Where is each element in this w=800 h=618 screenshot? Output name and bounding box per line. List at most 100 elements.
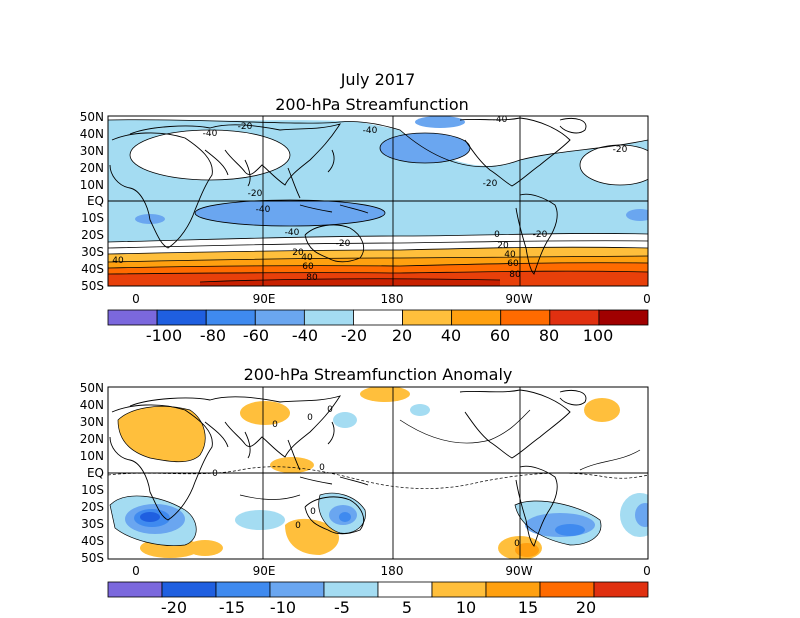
bottom-y-tick: EQ [87, 466, 104, 480]
top-contour-lines [108, 119, 648, 283]
contour-label: 0 [272, 420, 278, 430]
bottom-y-tick: 20S [81, 500, 104, 514]
bottom-x-tick: 0 [643, 564, 651, 578]
contour-label: 40 [112, 256, 124, 266]
top-y-tick: 20S [81, 228, 104, 242]
colorbar-swatch [451, 309, 502, 326]
colorbar-swatch [431, 581, 487, 598]
top-colorbar-label: 20 [392, 326, 412, 345]
top-colorbar-labels: -100 -80 -60 -40 -20 20 40 60 80 100 [146, 326, 613, 345]
contour-label: 0 [514, 539, 520, 549]
contour-label: 40 [504, 250, 516, 260]
top-x-tick: 0 [132, 292, 140, 306]
contour-label: -40 [493, 115, 508, 125]
bottom-colorbar-label: -15 [219, 598, 245, 617]
contour-label: -40 [285, 228, 300, 238]
colorbar-swatch [377, 581, 433, 598]
bottom-y-tick: 50N [80, 381, 104, 395]
colorbar-swatch [269, 581, 325, 598]
contour-label: -40 [203, 129, 218, 139]
contour-label: 0 [310, 507, 316, 517]
top-y-tick: 30S [81, 245, 104, 259]
bottom-y-tick: 30S [81, 517, 104, 531]
contour-label: 0 [212, 469, 218, 479]
top-x-tick-labels: 0 90E 180 90W 0 [132, 292, 651, 306]
top-y-tick: 40N [80, 127, 104, 141]
bottom-colorbar-label: -20 [161, 598, 187, 617]
top-panel-title: 200-hPa Streamfunction [275, 95, 469, 114]
bottom-y-tick-labels: 50N 40N 30N 20N 10N EQ 10S 20S 30S 40S 5… [80, 381, 104, 565]
contour-label: 80 [509, 270, 521, 280]
contour-label: 40 [301, 253, 313, 263]
top-y-tick-labels: 50N 40N 30N 20N 10N EQ 10S 20S 30S 40S 5… [80, 110, 104, 293]
contour-label: 0 [307, 413, 313, 423]
top-x-tick: 0 [643, 292, 651, 306]
top-colorbar [107, 309, 649, 326]
bottom-colorbar-label: 20 [576, 598, 596, 617]
top-x-tick: 90E [253, 292, 276, 306]
colorbar-swatch [107, 581, 163, 598]
bottom-x-tick: 90W [505, 564, 532, 578]
colorbar-swatch [323, 581, 379, 598]
colorbar-swatch [500, 309, 551, 326]
top-x-tick: 90W [505, 292, 532, 306]
top-colorbar-label: -80 [200, 326, 226, 345]
bottom-x-tick: 180 [381, 564, 404, 578]
top-colorbar-label: -20 [341, 326, 367, 345]
top-y-tick: 40S [81, 262, 104, 276]
top-y-tick: 50S [81, 279, 104, 293]
colorbar-swatch [593, 581, 649, 598]
top-x-tick: 180 [381, 292, 404, 306]
top-y-tick: 30N [80, 144, 104, 158]
top-colorbar-label: -60 [243, 326, 269, 345]
contour-label: -20 [533, 230, 548, 240]
bottom-coastlines [109, 389, 587, 547]
top-map-frame [107, 115, 649, 287]
contour-label: -20 [336, 239, 351, 249]
top-contour-labels: -20 -40 -20 -40 -20 -40 -20 -40 -20 0 20… [112, 115, 627, 283]
contour-label: 0 [319, 463, 325, 473]
contour-label: -40 [363, 126, 378, 136]
bottom-y-tick: 40N [80, 398, 104, 412]
colorbar-swatch [539, 581, 595, 598]
bottom-x-tick: 0 [132, 564, 140, 578]
colorbar-swatch [156, 309, 207, 326]
contour-label: -20 [238, 122, 253, 132]
figure-title: July 2017 [340, 70, 416, 89]
contour-label: 0 [295, 521, 301, 531]
colorbar-swatch [353, 309, 403, 326]
bottom-x-tick: 90E [253, 564, 276, 578]
colorbar-swatch [549, 309, 600, 326]
contour-label: -20 [483, 179, 498, 189]
bottom-colorbar-label: 10 [456, 598, 476, 617]
top-y-tick: 10S [81, 211, 104, 225]
bottom-x-tick-labels: 0 90E 180 90W 0 [132, 564, 651, 578]
bottom-colorbar-labels: -20 -15 -10 -5 5 10 15 20 [161, 598, 596, 617]
bottom-contour-labels: 0 0 0 0 0 0 0 0 [212, 405, 520, 549]
bottom-y-tick: 30N [80, 415, 104, 429]
colorbar-swatch [215, 581, 271, 598]
bottom-y-tick: 20N [80, 432, 104, 446]
bottom-y-tick: 50S [81, 551, 104, 565]
colorbar-swatch [598, 309, 649, 326]
top-colorbar-label: -100 [146, 326, 182, 345]
top-y-tick: 20N [80, 161, 104, 175]
top-colorbar-label: 60 [490, 326, 510, 345]
contour-label: 0 [494, 230, 500, 240]
colorbar-swatch [254, 309, 305, 326]
bottom-colorbar [107, 581, 649, 598]
bottom-map-frame [107, 386, 649, 560]
top-y-tick: 50N [80, 110, 104, 124]
contour-label: 20 [292, 248, 304, 258]
contour-label: 80 [306, 273, 318, 283]
colorbar-swatch [485, 581, 541, 598]
bottom-colorbar-label: 5 [402, 598, 412, 617]
colorbar-swatch [161, 581, 217, 598]
contour-label: 0 [327, 405, 333, 415]
contour-label: 20 [497, 241, 509, 251]
contour-label: 60 [302, 262, 314, 272]
contour-label: -40 [256, 205, 271, 215]
bottom-y-tick: 10S [81, 483, 104, 497]
top-colorbar-label: 100 [583, 326, 614, 345]
